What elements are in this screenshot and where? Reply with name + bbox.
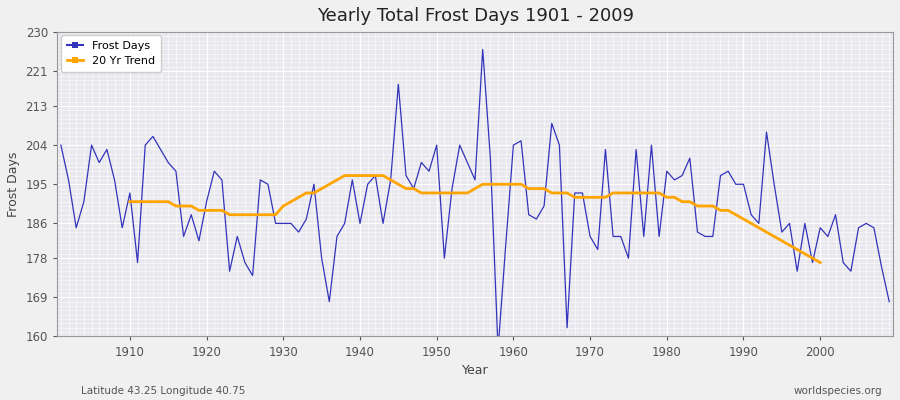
Text: Latitude 43.25 Longitude 40.75: Latitude 43.25 Longitude 40.75 bbox=[81, 386, 246, 396]
Text: worldspecies.org: worldspecies.org bbox=[794, 386, 882, 396]
X-axis label: Year: Year bbox=[462, 364, 489, 377]
Legend: Frost Days, 20 Yr Trend: Frost Days, 20 Yr Trend bbox=[61, 35, 161, 72]
Title: Yearly Total Frost Days 1901 - 2009: Yearly Total Frost Days 1901 - 2009 bbox=[317, 7, 634, 25]
Y-axis label: Frost Days: Frost Days bbox=[7, 152, 20, 217]
